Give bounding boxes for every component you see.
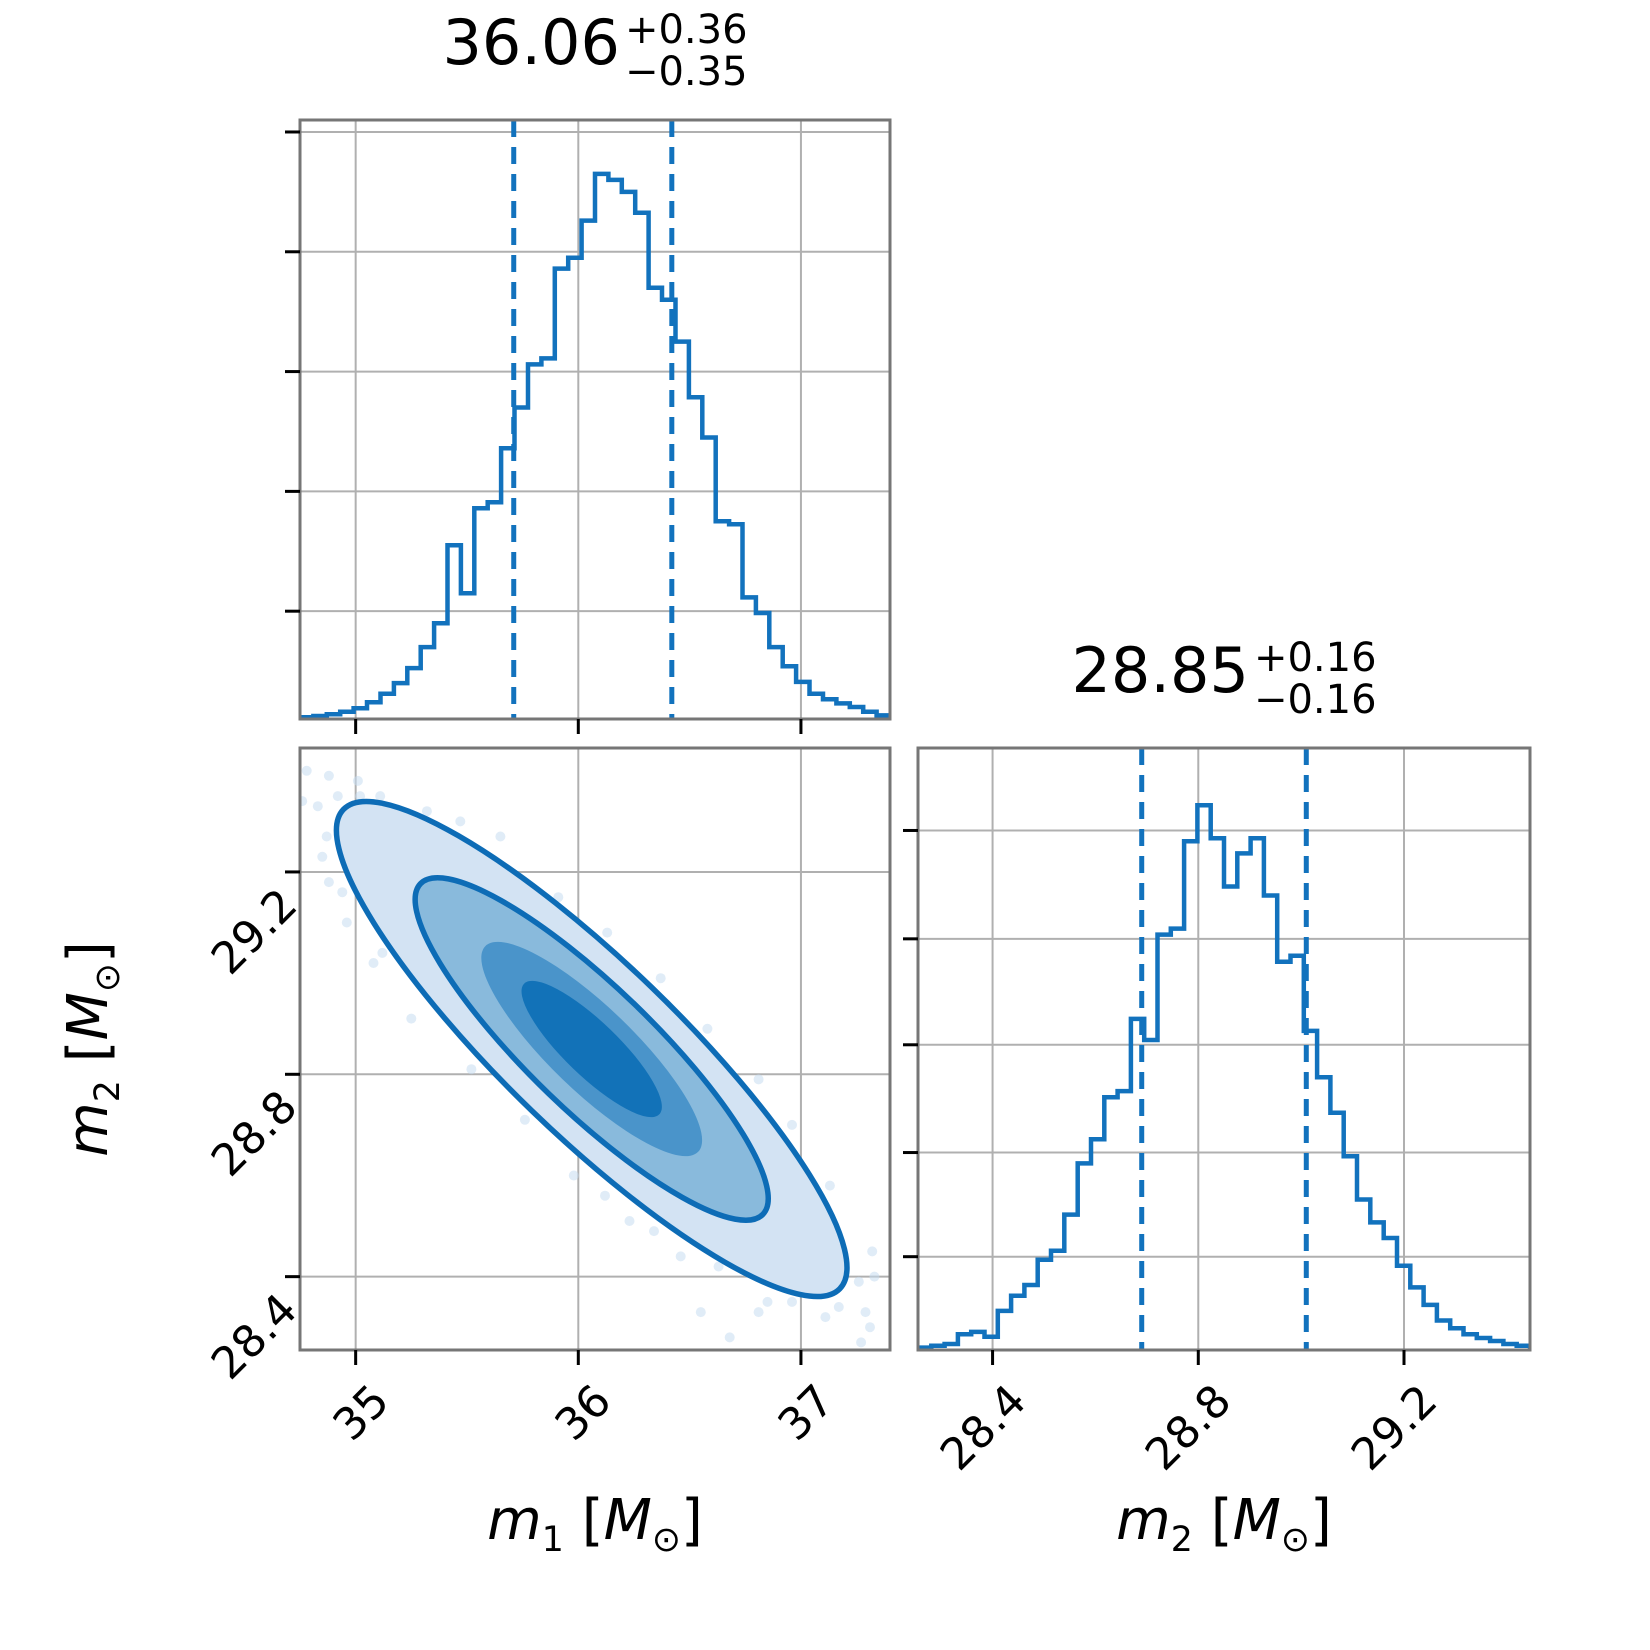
x-tick-label-m1: 37 [768,1375,845,1451]
x1-label-symbol: m [487,1488,542,1553]
x-axis-label-m2: m2 [M⊙] [1116,1488,1332,1561]
m1-histogram-panel [285,118,892,734]
x-tick-label-m2: 28.4 [930,1375,1036,1481]
sun-symbol: ⊙ [1280,1520,1310,1561]
m1-estimate-errors: +0.36 −0.35 [625,9,748,93]
x-tick-label-m2: 29.2 [1341,1375,1448,1481]
m1-minus-error: −0.35 [624,49,748,95]
m2-histogram-panel [903,746,1532,1365]
m2-plus-error: +0.16 [1253,635,1377,681]
x-tick-label-m2: 28.8 [1136,1375,1242,1481]
joint-contour-panel [285,746,892,1365]
y-axis-label-m2: m2[M⊙] [55,941,129,1157]
m2-estimate-title: 28.85 +0.16 −0.16 [1071,634,1377,724]
sun-symbol: ⊙ [651,1520,681,1561]
m2-estimate-value: 28.85 [1071,634,1249,707]
m2-estimate-errors: +0.16 −0.16 [1254,637,1377,721]
y-label-symbol: m [55,1102,121,1157]
x2-label-unit: M [1232,1488,1281,1553]
x-tick-label-m1: 35 [323,1375,399,1451]
m1-plus-error: +0.36 [624,7,748,53]
x1-label-unit: M [603,1488,652,1553]
y-label-subscript: 2 [88,1080,129,1103]
y-label-unit: M [55,992,121,1041]
x1-label-subscript: 1 [541,1520,564,1561]
x2-label-symbol: m [1116,1488,1171,1553]
m2-minus-error: −0.16 [1253,677,1377,723]
x-axis-label-m1: m1 [M⊙] [487,1488,703,1561]
sun-symbol: ⊙ [88,963,129,993]
m1-estimate-title: 36.06 +0.36 −0.35 [442,6,748,96]
x-tick-label-m1: 36 [545,1375,622,1451]
x2-label-subscript: 2 [1170,1520,1193,1561]
m1-estimate-value: 36.06 [442,6,620,79]
